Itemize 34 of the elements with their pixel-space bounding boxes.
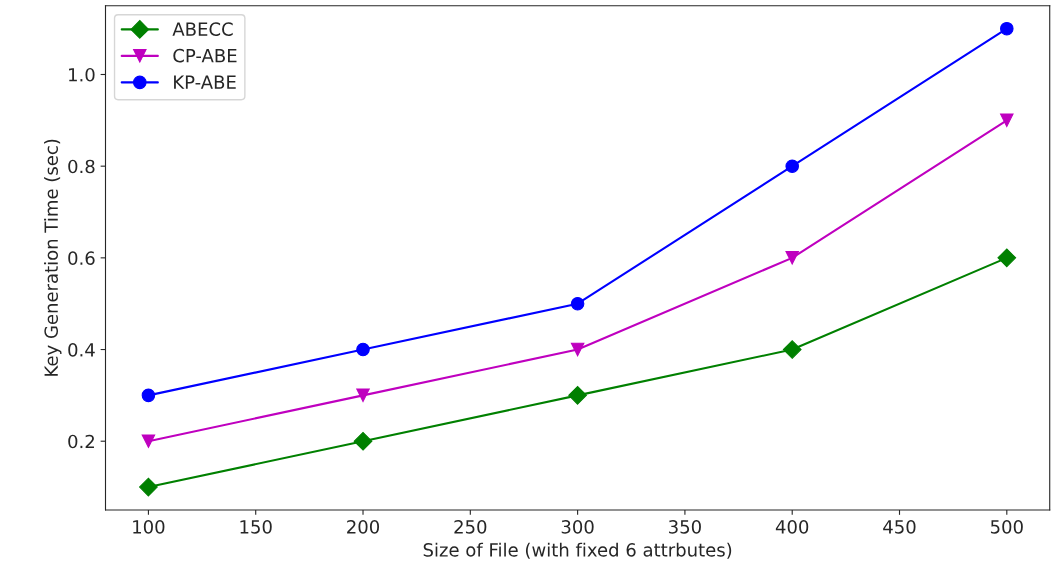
y-tick-label: 0.6 bbox=[68, 251, 95, 265]
point bbox=[141, 434, 156, 448]
point bbox=[785, 251, 799, 265]
x-tick-label: 300 bbox=[561, 520, 594, 534]
y-tick-label: 0.4 bbox=[68, 342, 95, 357]
point bbox=[356, 388, 370, 403]
point bbox=[782, 340, 802, 359]
x-tick-label: 100 bbox=[133, 520, 165, 534]
x-tick-label: 350 bbox=[669, 520, 701, 534]
x-tick-label: 250 bbox=[454, 520, 487, 534]
point bbox=[353, 431, 373, 451]
x-axis-title: Size of File (with fixed 6 attrbutes) bbox=[423, 542, 732, 559]
legend-label: ABECC bbox=[172, 22, 233, 36]
x-tick-label: 200 bbox=[347, 520, 380, 534]
x-tick-label: 450 bbox=[883, 520, 916, 534]
y-tick-label: 0.8 bbox=[68, 159, 95, 174]
y-tick-label: 0.2 bbox=[68, 434, 94, 449]
point bbox=[356, 342, 370, 357]
y-tick-label: 1.0 bbox=[69, 67, 95, 82]
legend-label: CP-ABE bbox=[173, 48, 237, 63]
point bbox=[568, 386, 587, 405]
point bbox=[785, 159, 799, 173]
point bbox=[1000, 113, 1014, 128]
x-tick-label: 150 bbox=[240, 520, 272, 534]
y-axis-title: Key Generation Time (sec) bbox=[44, 139, 62, 376]
x-tick-label: 400 bbox=[775, 520, 809, 534]
point bbox=[997, 248, 1017, 268]
point bbox=[1000, 21, 1014, 36]
point bbox=[141, 388, 156, 403]
legend-label: KP-ABE bbox=[174, 75, 236, 89]
x-tick-label: 500 bbox=[990, 520, 1023, 534]
point bbox=[139, 477, 158, 497]
point bbox=[570, 296, 585, 311]
point bbox=[570, 342, 585, 357]
